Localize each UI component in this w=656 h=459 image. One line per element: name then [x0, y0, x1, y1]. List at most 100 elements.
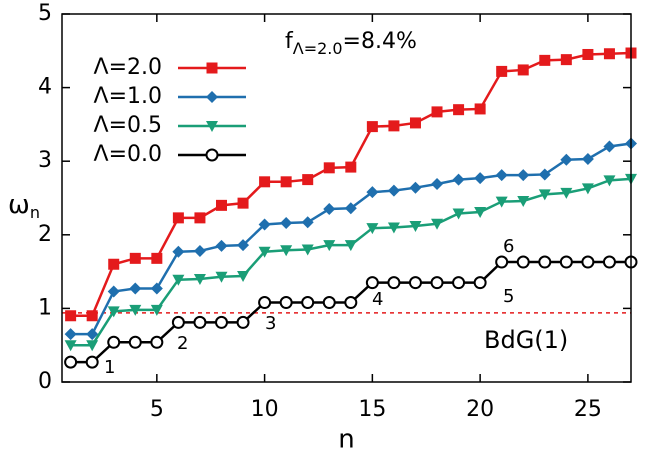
marker	[387, 184, 400, 197]
marker	[495, 169, 508, 182]
step-label: 3	[265, 313, 276, 334]
step-label: 2	[177, 333, 188, 354]
fraction-note-rest: =8.4%	[343, 29, 417, 54]
marker	[129, 282, 142, 295]
marker	[603, 175, 616, 187]
y-tick-label: 1	[38, 295, 52, 320]
marker	[172, 274, 185, 286]
marker	[150, 335, 164, 349]
marker	[86, 310, 98, 322]
marker	[387, 276, 401, 290]
marker	[473, 276, 487, 290]
marker	[452, 208, 465, 220]
marker	[193, 244, 206, 257]
y-tick-label: 5	[38, 1, 52, 26]
marker	[409, 117, 421, 129]
y-tick-label: 4	[38, 75, 52, 100]
marker	[215, 239, 228, 252]
marker	[560, 54, 572, 66]
fraction-note-main: f	[285, 29, 294, 54]
x-tick-label: 10	[251, 397, 279, 422]
marker	[64, 328, 77, 341]
x-tick-label: 25	[574, 397, 602, 422]
marker	[237, 197, 249, 209]
marker	[64, 340, 77, 352]
marker	[387, 222, 400, 234]
marker	[107, 335, 121, 349]
y-tick-label: 0	[38, 369, 52, 394]
step-label: 1	[104, 357, 115, 378]
marker	[495, 196, 508, 208]
marker	[559, 255, 573, 269]
fraction-note: fΛ=2.0=8.4%	[285, 29, 417, 58]
marker	[86, 328, 99, 341]
marker	[388, 120, 400, 132]
marker	[65, 310, 77, 322]
marker	[129, 252, 141, 264]
marker	[560, 153, 573, 166]
marker	[452, 173, 465, 186]
marker	[150, 282, 163, 295]
marker	[322, 296, 336, 310]
marker	[517, 64, 529, 76]
legend-label: Λ=0.0	[94, 142, 162, 167]
marker	[495, 255, 509, 269]
marker	[107, 306, 120, 318]
step-label: 6	[503, 236, 514, 257]
marker	[279, 296, 293, 310]
marker	[538, 255, 552, 269]
marker	[128, 335, 142, 349]
marker	[107, 285, 120, 298]
marker	[474, 206, 487, 218]
marker	[236, 315, 250, 329]
marker	[280, 245, 293, 257]
marker	[258, 218, 271, 231]
legend-marker	[206, 121, 218, 132]
y-axis-label-sub: n	[30, 203, 40, 222]
marker	[193, 273, 206, 285]
legend-label: Λ=0.5	[94, 113, 162, 138]
marker	[194, 212, 206, 224]
marker	[323, 162, 335, 174]
x-axis-label: n	[338, 425, 354, 455]
step-label: 4	[372, 289, 383, 310]
legend-label: Λ=2.0	[94, 55, 162, 80]
legend-marker	[205, 148, 219, 162]
marker	[517, 169, 530, 182]
marker	[302, 174, 314, 186]
marker	[215, 199, 227, 211]
marker	[259, 176, 271, 188]
marker	[86, 340, 99, 352]
marker	[474, 103, 486, 115]
marker	[129, 304, 142, 316]
marker	[323, 240, 336, 252]
marker	[344, 202, 357, 215]
marker	[64, 355, 78, 369]
marker	[517, 195, 530, 207]
marker	[323, 203, 336, 216]
marker	[301, 244, 314, 256]
marker	[496, 65, 508, 77]
marker	[366, 121, 378, 133]
marker	[344, 296, 358, 310]
y-axis-label: ωn	[8, 190, 40, 222]
marker	[172, 212, 184, 224]
fraction-note-sub: Λ=2.0	[293, 39, 343, 58]
marker	[409, 220, 422, 232]
marker	[431, 106, 443, 118]
marker	[452, 276, 466, 290]
marker	[280, 217, 293, 230]
x-tick-label: 15	[358, 397, 386, 422]
marker	[237, 271, 250, 283]
legend-marker	[206, 62, 218, 74]
marker	[539, 54, 551, 66]
marker	[237, 239, 250, 252]
marker	[538, 189, 551, 201]
marker	[409, 181, 422, 194]
marker	[581, 255, 595, 269]
marker	[258, 296, 272, 310]
marker	[193, 315, 207, 329]
marker	[603, 140, 616, 153]
marker	[582, 48, 594, 60]
